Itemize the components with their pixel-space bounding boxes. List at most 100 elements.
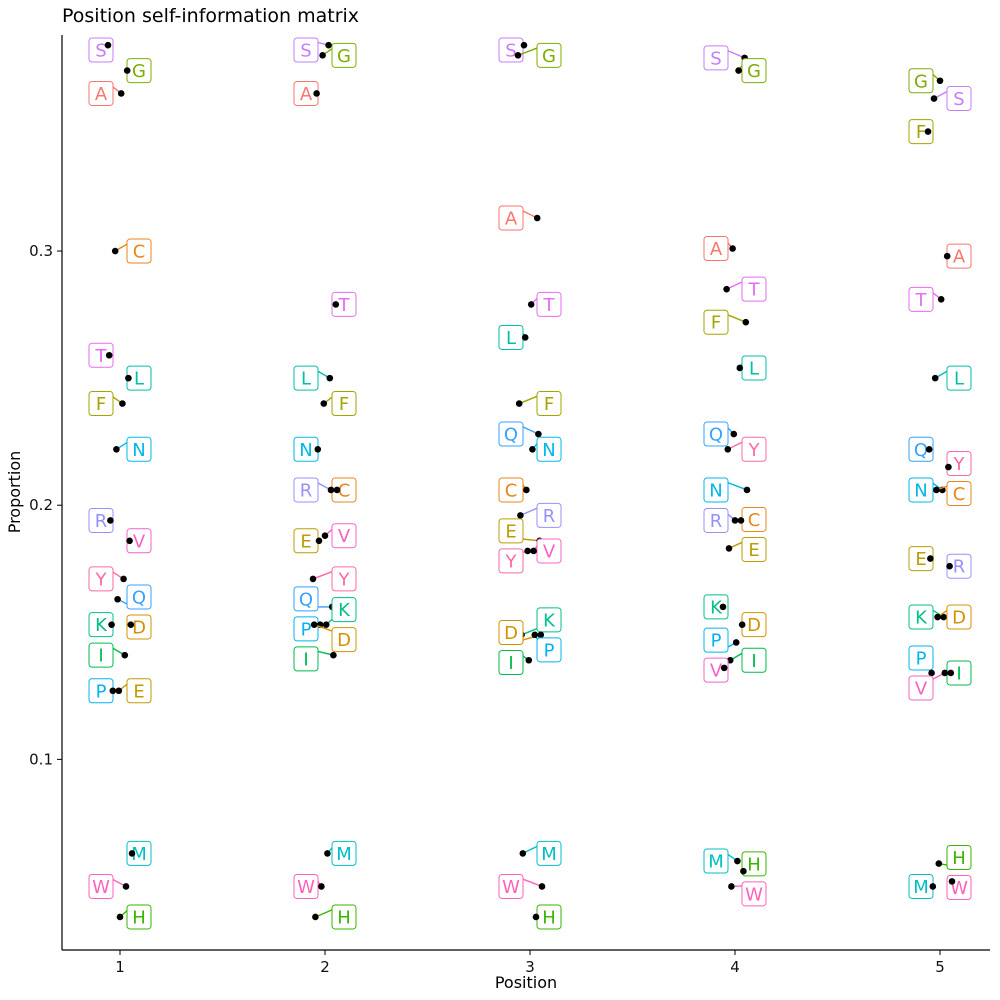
point-label: G [542,46,556,67]
data-point-Q: Q [908,436,934,462]
point-label: N [542,440,555,461]
point-dot [313,90,320,97]
point-label: C [953,484,966,505]
label-box [293,477,319,503]
point-label: C [748,510,761,531]
data-point-V: V [126,528,152,554]
point-label: D [337,630,351,651]
label-box [88,566,114,592]
point-dot [115,687,123,695]
point-label: N [709,480,722,501]
label-box [498,421,524,447]
point-dot [943,252,951,260]
data-point-N: N [908,477,946,503]
point-label: N [132,440,145,461]
point-label: V [338,526,351,547]
data-point-F: F [320,391,357,417]
point-label: S [505,41,516,62]
data-point-T: T [527,291,562,317]
point-label: G [747,61,761,82]
data-point-A: A [88,80,125,106]
label-box [498,873,524,899]
x-tick-label: 4 [730,958,740,976]
data-point-Q: Q [293,586,336,612]
point-label: H [132,907,146,928]
data-point-W: W [946,874,972,900]
label-box [536,291,562,317]
point-dot [122,883,130,890]
label-connector [520,506,540,517]
data-point-H: H [740,851,767,877]
point-dot [936,77,944,85]
point-label: M [541,844,557,865]
data-point-N: N [529,436,562,462]
point-dot [515,400,523,407]
label-box [908,286,934,312]
point-label: A [95,84,108,105]
point-label: Y [505,551,518,572]
point-dot [738,621,746,628]
point-label: G [914,71,928,92]
data-point-L: L [931,365,972,391]
point-dot [127,621,135,628]
point-label: M [131,844,147,865]
data-point-Y: Y [945,451,972,477]
label-box [88,342,114,368]
x-tick-label: 1 [115,958,125,976]
data-point-T: T [331,291,357,317]
label-box [498,205,524,231]
data-point-C: C [111,238,152,264]
data-point-S: S [498,37,528,63]
label-box [536,502,562,528]
label-box [946,86,972,112]
point-dot [333,486,341,494]
point-label: Q [299,589,313,610]
point-label: R [710,511,723,532]
x-tick-label: 3 [525,958,535,976]
data-point-R: R [946,553,972,579]
label-connector [725,481,748,491]
label-box [741,58,767,84]
data-point-G: G [908,68,944,94]
data-point-D: D [738,612,767,638]
point-label: M [336,844,352,865]
point-dot [532,913,540,921]
point-dot [930,95,938,102]
point-dot [537,631,545,639]
point-dot [116,913,124,921]
point-label: A [710,239,723,260]
point-label: A [953,247,966,268]
point-dot [109,687,117,695]
data-point-P: P [908,645,935,677]
point-dot [327,486,335,494]
point-dot [105,351,113,359]
point-dot [928,669,935,677]
point-label: V [543,541,556,562]
data-point-W: W [498,873,546,899]
point-dot [126,537,133,545]
point-dot [730,430,738,438]
data-point-N: N [113,436,152,462]
label-box [331,291,357,317]
point-label: Q [132,587,146,608]
point-dot [120,575,127,583]
data-point-A: A [293,80,320,106]
label-box [331,840,357,866]
label-box [331,391,357,417]
point-dot [104,41,112,49]
label-box [741,276,767,302]
label-box [536,637,562,663]
label-box [908,604,934,630]
point-dot [524,547,531,555]
data-point-K: K [703,594,729,620]
data-point-T: T [908,286,945,312]
label-box [498,518,524,544]
data-point-Y: Y [88,566,127,592]
point-label: E [300,531,311,552]
point-label: F [916,122,926,143]
point-label: G [337,46,351,67]
point-label: S [953,89,964,110]
point-dot [520,41,528,49]
point-label: A [300,84,313,105]
